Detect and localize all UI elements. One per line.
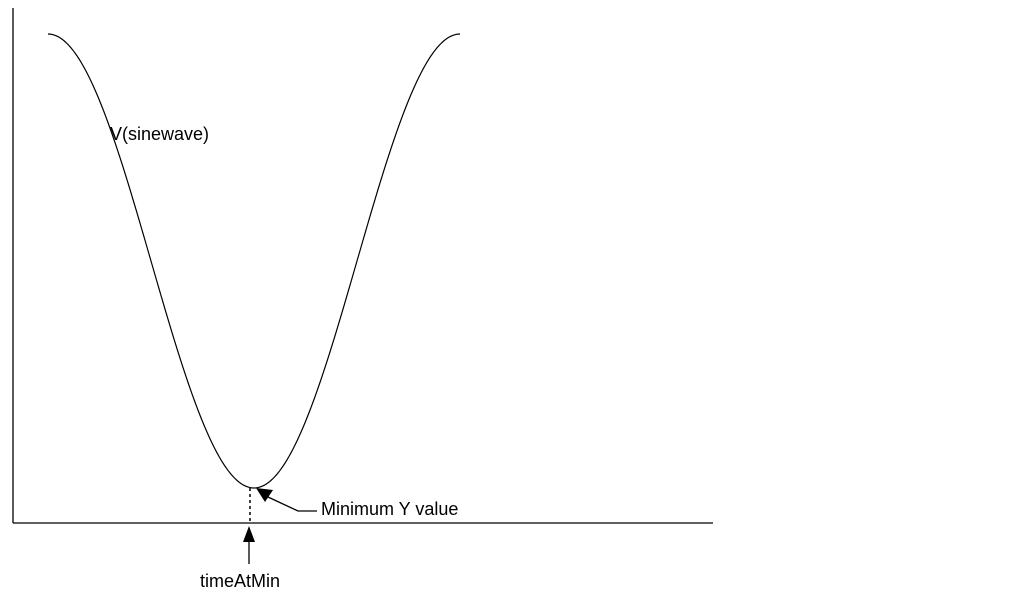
curve-label: V(sinewave) bbox=[110, 124, 209, 144]
min-arrow bbox=[256, 488, 317, 512]
time-arrow bbox=[243, 526, 255, 564]
min-annotation: Minimum Y value bbox=[321, 499, 458, 519]
sinewave-curve bbox=[47, 33, 461, 489]
time-annotation: timeAtMin bbox=[200, 571, 280, 591]
